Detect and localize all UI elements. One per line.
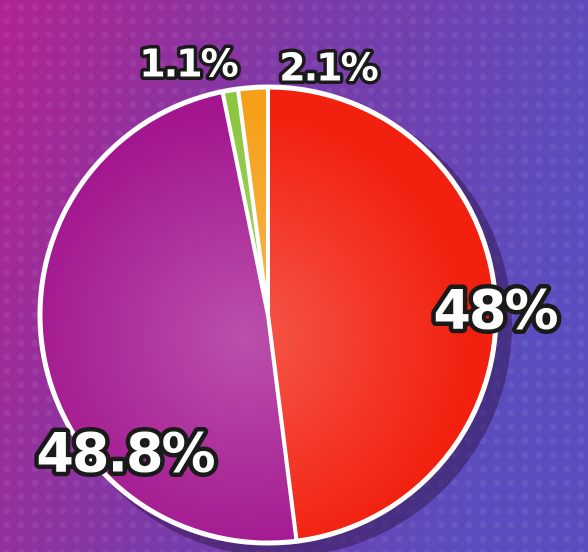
data-label: 2.1% — [279, 46, 377, 90]
data-label: 48% — [433, 279, 557, 342]
data-label: 48.8% — [36, 422, 214, 485]
data-label: 1.1% — [139, 42, 237, 86]
chart: 48% 48.8% 1.1% 2.1% — [0, 0, 588, 552]
